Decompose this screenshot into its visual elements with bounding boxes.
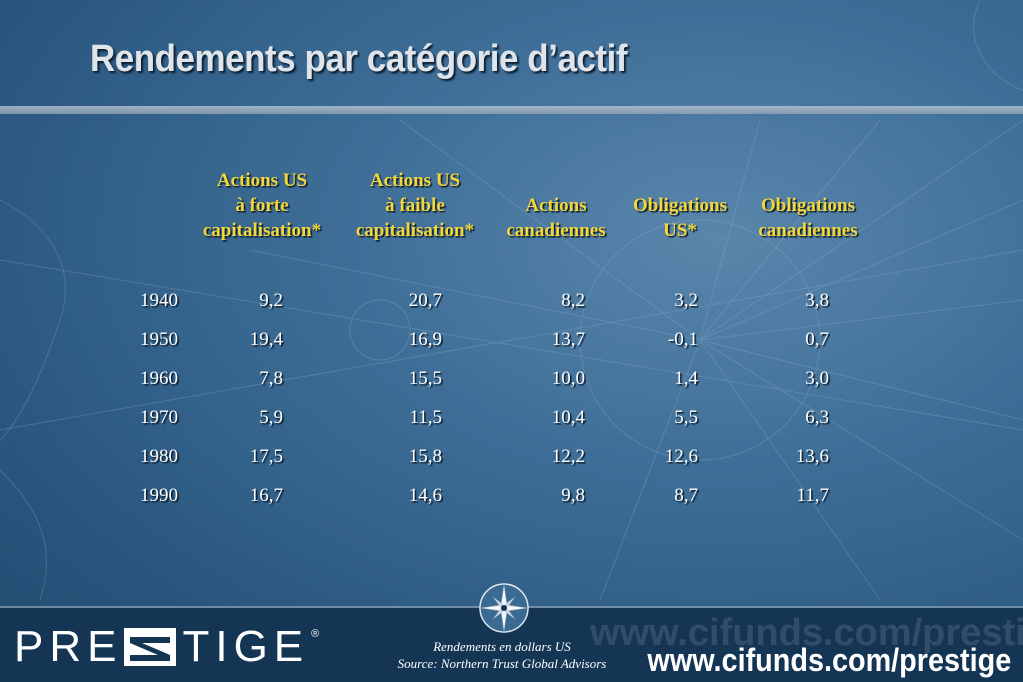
footnote-currency: Rendements en dollars US <box>433 639 571 654</box>
table-cell: 16,7 <box>249 485 283 506</box>
table-cell: 7,8 <box>259 368 283 389</box>
table-cell: 12,2 <box>551 446 585 467</box>
logo-text-left: PRE <box>14 622 123 671</box>
compass-rose-icon <box>479 583 529 633</box>
table-cell: 17,5 <box>249 446 283 467</box>
table-cell: 8,7 <box>674 485 698 506</box>
logo-s-mark-icon <box>124 628 177 666</box>
column-header-canadian-bonds: Obligations canadiennes <box>758 195 858 241</box>
column-header-us-small-cap: Actions US à faible capitalisation* <box>355 170 475 241</box>
title-divider <box>0 106 1023 114</box>
table-cell: 0,7 <box>805 329 829 350</box>
table-cell: 20,7 <box>408 290 442 311</box>
year-cell: 1990 <box>140 485 178 506</box>
table-cell: 16,9 <box>408 329 442 350</box>
registered-mark: ® <box>311 628 320 640</box>
url-watermark: www.cifunds.com/prestige <box>590 612 1023 654</box>
column-header-us-bonds: Obligations US* <box>633 195 727 241</box>
footnote: Rendements en dollars US Source: Norther… <box>372 638 632 672</box>
logo-text-right: TIGE <box>182 622 310 671</box>
table-cell: 14,6 <box>408 485 442 506</box>
table-cell: 1,4 <box>674 368 698 389</box>
table-cell: 11,5 <box>409 407 442 428</box>
table-cell: 19,4 <box>249 329 283 350</box>
table-cell: 6,3 <box>805 407 829 428</box>
year-cell: 1960 <box>140 368 178 389</box>
year-cell: 1970 <box>140 407 178 428</box>
table-cell: 11,7 <box>796 485 829 506</box>
table-cell: 3,0 <box>805 368 829 389</box>
year-cell: 1950 <box>140 329 178 350</box>
table-cell: 15,5 <box>408 368 442 389</box>
table-cell: 10,4 <box>551 407 585 428</box>
page-title: Rendements par catégorie d’actif <box>90 38 628 80</box>
table-cell: 3,8 <box>805 290 829 311</box>
table-cell: 8,2 <box>561 290 585 311</box>
table-cell: 3,2 <box>674 290 698 311</box>
table-cell: -0,1 <box>667 329 698 350</box>
year-cell: 1940 <box>140 290 178 311</box>
prestige-logo: PRE TIGE ® <box>14 622 319 672</box>
column-header-canadian-stocks: Actions canadiennes <box>506 195 606 241</box>
table-cell: 12,6 <box>664 446 698 467</box>
footnote-source: Source: Northern Trust Global Advisors <box>397 656 607 671</box>
table-cell: 9,8 <box>561 485 585 506</box>
table-cell: 5,9 <box>259 407 283 428</box>
table-cell: 5,5 <box>674 407 698 428</box>
table-cell: 10,0 <box>551 368 585 389</box>
table-cell: 15,8 <box>408 446 442 467</box>
website-link[interactable]: www.cifunds.com/prestige <box>647 642 1011 678</box>
table-cell: 13,7 <box>551 329 585 350</box>
table-cell: 13,6 <box>795 446 829 467</box>
column-header-us-large-cap: Actions US à forte capitalisation* <box>202 170 322 241</box>
table-cell: 9,2 <box>259 290 283 311</box>
year-cell: 1980 <box>140 446 178 467</box>
